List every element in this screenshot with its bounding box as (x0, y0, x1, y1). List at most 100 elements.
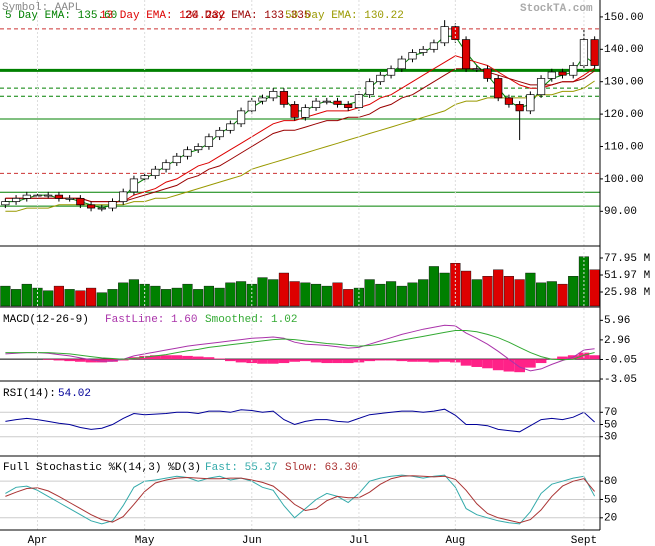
volume-bar (471, 279, 482, 307)
volume-bar (268, 279, 279, 307)
line-series (5, 475, 595, 524)
volume-bar (171, 287, 182, 307)
candle-body (322, 100, 331, 103)
candle-body (65, 197, 74, 200)
candle-body (54, 194, 64, 199)
histogram-bar (375, 359, 386, 361)
line-series (5, 474, 596, 525)
legend-label: Slow: 63.30 (285, 462, 358, 474)
histogram-bar (107, 359, 118, 362)
volume-bar (0, 285, 11, 307)
candle-body (290, 104, 299, 118)
y-tick-label: 80 (604, 476, 617, 488)
volume-bar (246, 283, 257, 307)
x-tick-label: Aug (445, 535, 465, 546)
candle-body (344, 104, 353, 108)
legend-label: 54.02 (58, 388, 91, 400)
volume-bar (311, 283, 322, 307)
volume-bar (503, 276, 514, 307)
x-tick-label: Apr (28, 535, 48, 546)
histogram-bar (225, 359, 236, 362)
y-tick-label: 150.00 (604, 12, 644, 24)
volume-bar (225, 282, 236, 307)
y-tick-label: 50 (604, 494, 617, 506)
chart-title: Symbol: AAPL (2, 2, 81, 14)
histogram-bar (150, 355, 161, 360)
candle-body (279, 91, 289, 105)
volume-bar (386, 281, 397, 307)
volume-bar (493, 269, 504, 307)
volume-bar (53, 285, 64, 307)
line-series (5, 330, 595, 361)
candle-body (129, 178, 139, 193)
histogram-bar (289, 359, 300, 362)
candle-body (408, 52, 417, 60)
x-tick-label: May (135, 535, 155, 546)
legend-label: 13 Day EMA: 134.232 (100, 10, 225, 22)
histogram-bar (578, 352, 590, 360)
histogram-bar (428, 359, 440, 363)
candle-body (236, 110, 246, 125)
volume-bar (161, 289, 172, 307)
histogram-bar (171, 355, 183, 360)
volume-bar (321, 285, 332, 307)
volume-bar (236, 281, 247, 307)
legend-label: FastLine: 1.60 (105, 314, 197, 326)
candle-body (44, 194, 53, 197)
y-tick-label: 110.00 (604, 141, 644, 153)
candle-body (194, 146, 203, 151)
volume-bar (64, 289, 75, 307)
y-tick-label: -0.05 (604, 354, 637, 366)
histogram-bar (396, 359, 408, 362)
histogram-bar (64, 359, 75, 362)
volume-bar (332, 282, 343, 307)
candle-body (204, 136, 214, 147)
candle-body (226, 123, 235, 131)
volume-bar (21, 283, 32, 307)
volume-bar (589, 269, 600, 307)
volume-bar (257, 277, 268, 307)
line-series (5, 408, 595, 433)
volume-bar (514, 279, 525, 307)
histogram-bar (321, 359, 333, 364)
histogram-bar (417, 359, 429, 362)
volume-bar (182, 283, 193, 307)
candle-body (269, 91, 278, 99)
volume-bar (428, 266, 439, 307)
volume-bar (525, 272, 536, 307)
candle-body (376, 74, 385, 83)
volume-bar (11, 289, 22, 307)
candle-body (386, 68, 396, 76)
histogram-bar (203, 357, 215, 360)
volume-bar (214, 287, 225, 307)
y-tick-label: 2.96 (604, 335, 630, 347)
candle-body (472, 68, 481, 71)
histogram-bar (439, 359, 450, 362)
y-tick-label: 77.95 M (604, 253, 650, 265)
histogram-bar (407, 359, 418, 362)
histogram-bar (214, 358, 225, 360)
histogram-bar (492, 359, 504, 371)
histogram-bar (53, 359, 65, 361)
y-tick-label: 70 (604, 407, 617, 419)
candle-body (108, 201, 117, 209)
candle-body (76, 197, 85, 206)
histogram-bar (117, 359, 129, 361)
volume-bar (461, 270, 472, 307)
y-tick-label: 140.00 (604, 44, 644, 56)
histogram-bar (310, 359, 322, 363)
volume-bar (557, 283, 568, 307)
candle-body (547, 71, 556, 79)
volume-bar (375, 283, 386, 307)
volume-bar (364, 279, 375, 307)
candle-body (526, 94, 535, 112)
candle-body (311, 100, 321, 108)
candle-body (590, 39, 599, 66)
candle-body (183, 149, 192, 157)
volume-bar (86, 287, 97, 307)
volume-bar (546, 281, 557, 307)
histogram-bar (332, 359, 343, 364)
candle-body (86, 204, 96, 209)
